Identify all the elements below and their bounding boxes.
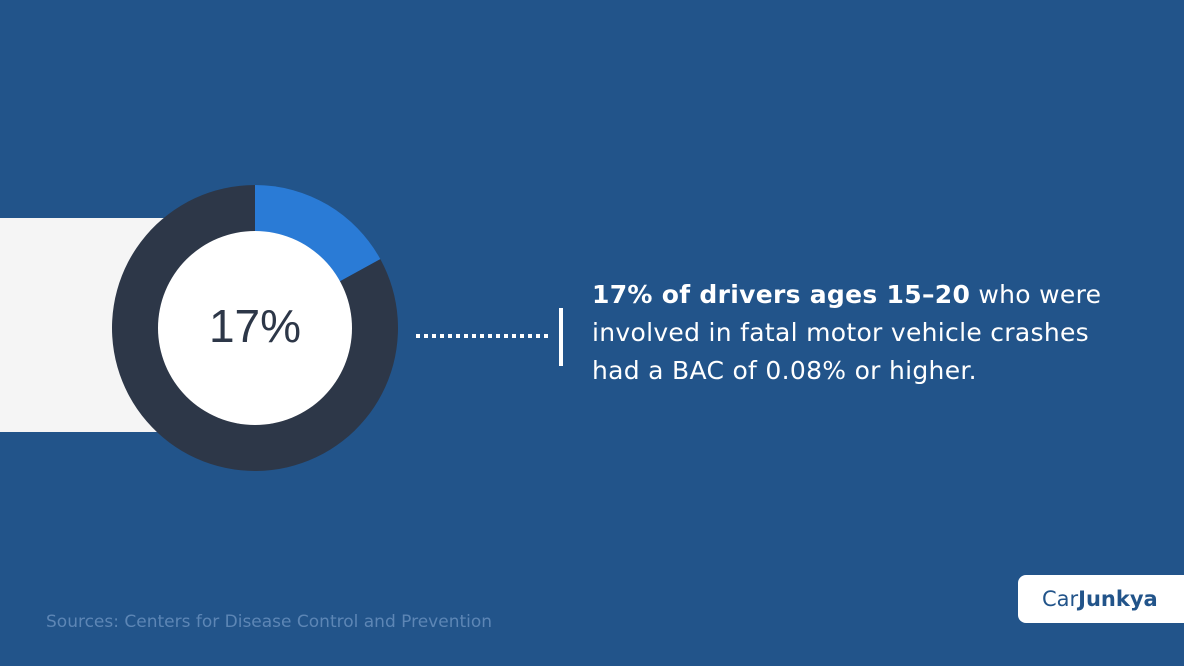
description-bold: 17% of drivers ages 15–20 xyxy=(592,280,971,309)
donut-hole xyxy=(158,231,352,425)
logo[interactable]: CarJunkya xyxy=(1018,575,1184,623)
logo-bold: Junkya xyxy=(1078,587,1158,611)
source: Sources: Centers for Disease Control and… xyxy=(46,612,493,632)
description-text: who were involved in fatal motor vehicle… xyxy=(592,280,1102,385)
description: 17% of drivers ages 15–20 who were invol… xyxy=(592,276,1132,390)
logo-light: Car xyxy=(1042,587,1079,611)
center-label: 17% xyxy=(209,300,301,352)
